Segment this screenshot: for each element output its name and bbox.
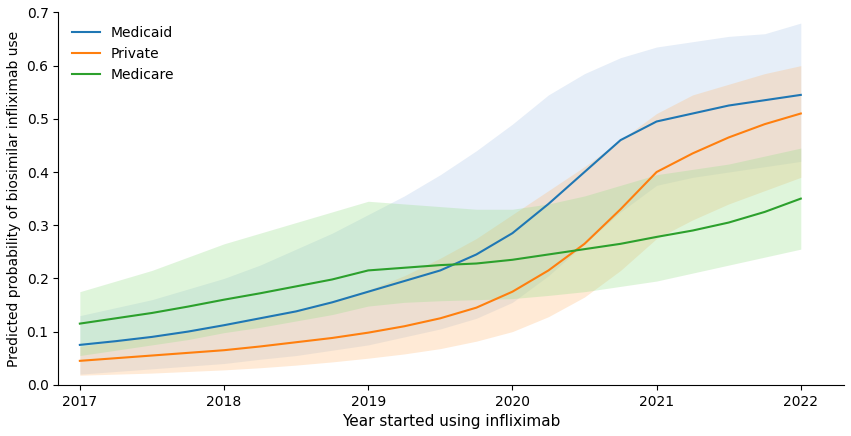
Medicaid [291, 309, 301, 314]
Private [147, 353, 157, 358]
Medicare [363, 268, 374, 273]
Legend: Medicaid, Private, Medicare: Medicaid, Private, Medicare [66, 19, 181, 89]
Medicare [723, 220, 734, 225]
Medicaid [580, 170, 590, 175]
Private [543, 268, 553, 273]
Private [291, 340, 301, 345]
Medicaid [543, 201, 553, 207]
Medicare [615, 241, 625, 246]
Private [471, 305, 482, 310]
Private [363, 330, 374, 335]
Medicare [219, 297, 229, 302]
Line: Private: Private [80, 113, 801, 361]
Private [255, 344, 266, 349]
Y-axis label: Predicted probability of biosimilar infliximab use: Predicted probability of biosimilar infl… [7, 31, 21, 367]
Private [75, 358, 85, 364]
Medicaid [471, 252, 482, 257]
Medicaid [327, 300, 337, 305]
Medicaid [147, 334, 157, 340]
Medicaid [183, 329, 193, 334]
Private [796, 111, 806, 116]
Private [723, 135, 734, 140]
Private [615, 207, 625, 212]
Line: Medicare: Medicare [80, 199, 801, 324]
Medicaid [363, 289, 374, 294]
Medicaid [688, 111, 698, 116]
Medicaid [723, 103, 734, 108]
Private [760, 122, 770, 127]
Medicare [580, 246, 590, 252]
Private [327, 335, 337, 341]
Medicare [399, 265, 409, 270]
Medicare [327, 277, 337, 282]
Medicare [760, 209, 770, 215]
Medicare [435, 262, 445, 268]
Medicare [796, 196, 806, 201]
Medicaid [652, 119, 662, 124]
Private [652, 170, 662, 175]
Medicare [652, 234, 662, 239]
Line: Medicaid: Medicaid [80, 95, 801, 345]
Private [688, 151, 698, 156]
Medicaid [399, 279, 409, 284]
Medicare [255, 291, 266, 296]
Medicaid [615, 137, 625, 143]
Medicare [543, 252, 553, 257]
Private [183, 350, 193, 355]
Medicaid [75, 342, 85, 347]
Medicaid [507, 231, 517, 236]
Medicare [688, 228, 698, 233]
Medicaid [796, 92, 806, 98]
Medicaid [219, 323, 229, 328]
Medicaid [255, 316, 266, 321]
Private [111, 356, 121, 361]
Medicaid [760, 98, 770, 103]
Private [435, 316, 445, 321]
Medicare [507, 257, 517, 262]
Medicare [111, 316, 121, 321]
Medicare [183, 304, 193, 309]
Medicaid [111, 338, 121, 344]
Medicare [75, 321, 85, 326]
Private [580, 241, 590, 246]
Private [219, 347, 229, 353]
Medicare [291, 284, 301, 289]
Medicare [471, 261, 482, 266]
Private [399, 324, 409, 329]
Private [507, 289, 517, 294]
X-axis label: Year started using infliximab: Year started using infliximab [342, 414, 560, 429]
Medicaid [435, 268, 445, 273]
Medicare [147, 310, 157, 316]
